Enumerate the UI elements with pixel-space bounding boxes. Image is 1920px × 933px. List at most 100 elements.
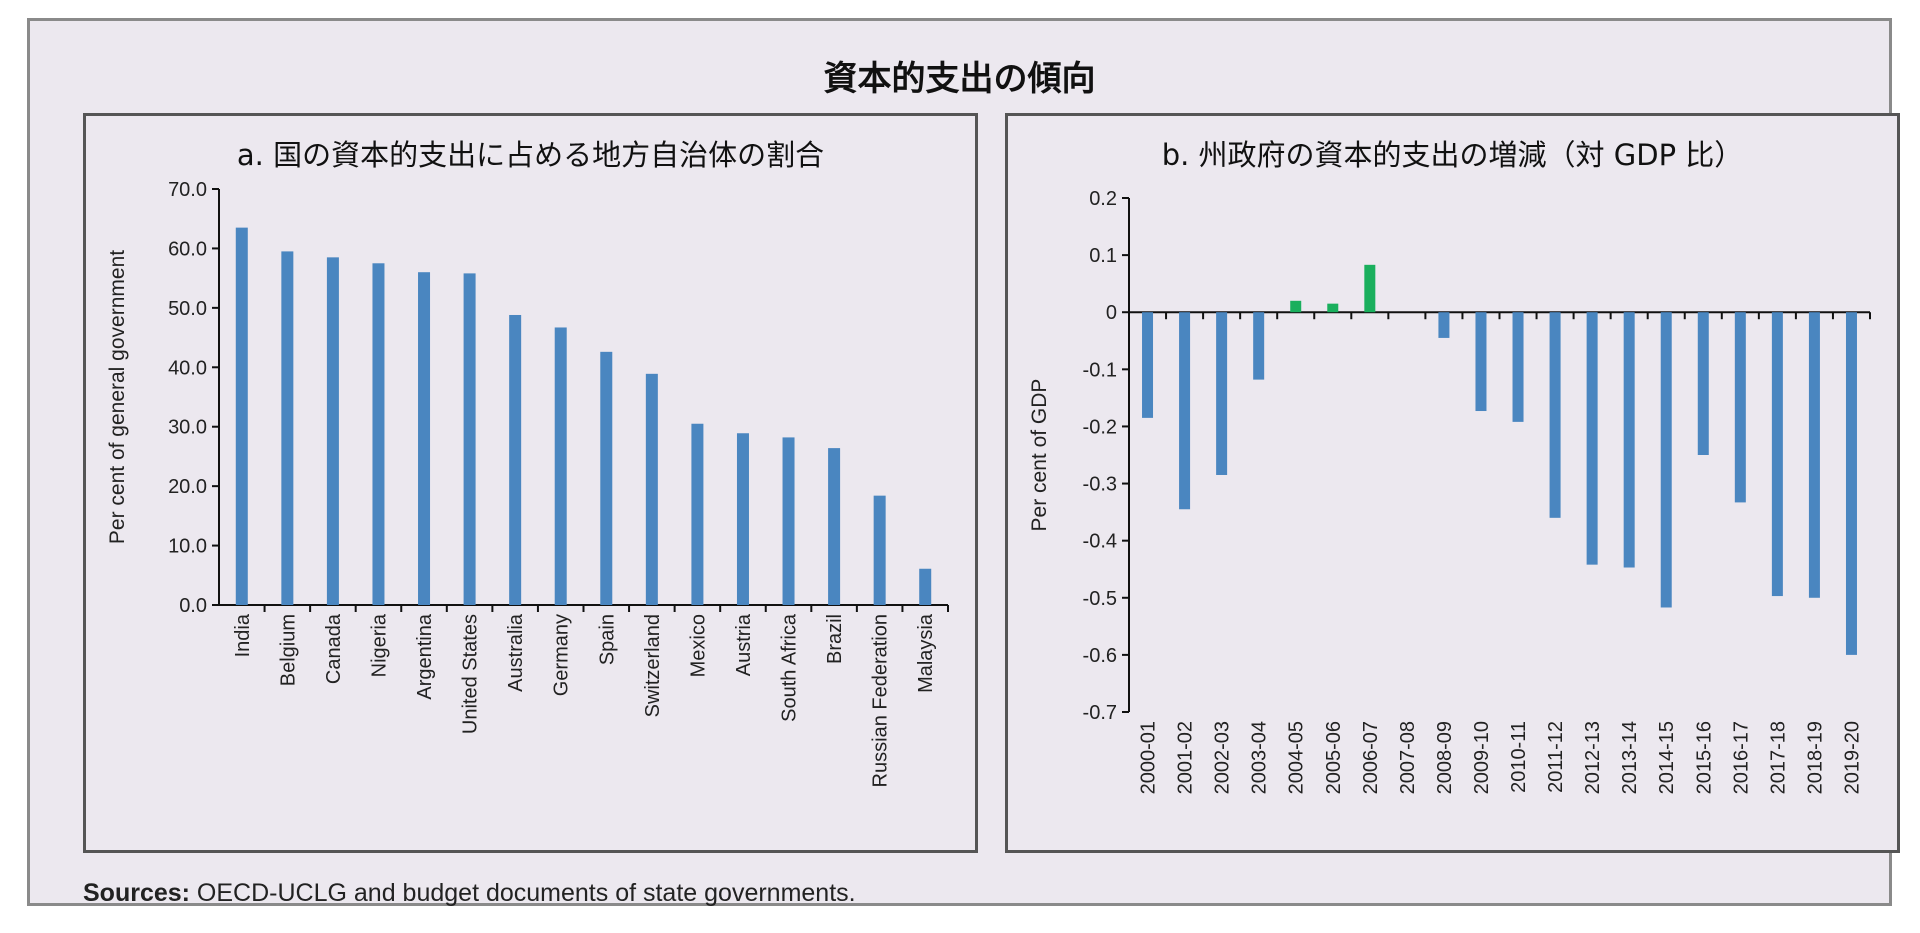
bar bbox=[1142, 312, 1154, 418]
x-tick-label: 2002-03 bbox=[1212, 721, 1234, 794]
bar bbox=[1327, 303, 1339, 313]
x-tick-label: 2016-17 bbox=[1730, 721, 1752, 794]
bar bbox=[1364, 264, 1376, 313]
x-tick-label: Australia bbox=[505, 613, 527, 692]
bar bbox=[782, 437, 795, 605]
x-tick-label: United States bbox=[460, 614, 482, 734]
x-tick-label: 2007-08 bbox=[1397, 721, 1419, 794]
x-tick-label: 2008-09 bbox=[1434, 721, 1456, 794]
panel-b: b. 州政府の資本的支出の増減（対 GDP 比） 0.2 0.1 0 -0.1 -0.2… bbox=[1005, 113, 1900, 853]
sources-note: Sources: OECD-UCLG and budget documents … bbox=[83, 879, 856, 908]
figure-frame: 資本的支出の傾向 a. 国の資本的支出に占める地方自治体の割合 0.0 10.0 2… bbox=[27, 18, 1900, 908]
bar bbox=[418, 272, 431, 605]
y-tick-label: -0.7 bbox=[1083, 702, 1117, 724]
bar bbox=[873, 495, 886, 605]
bar bbox=[736, 433, 749, 605]
x-tick-label: 2019-20 bbox=[1841, 721, 1863, 794]
bar bbox=[1697, 312, 1709, 455]
x-tick-label: 2015-16 bbox=[1693, 721, 1715, 794]
bar bbox=[1549, 312, 1561, 518]
x-tick-label: 2003-04 bbox=[1249, 721, 1271, 794]
y-tick-label: 20.0 bbox=[168, 476, 207, 498]
y-tick-label: 0.1 bbox=[1089, 245, 1117, 267]
bar bbox=[1771, 312, 1783, 597]
x-tick-label: Nigeria bbox=[368, 613, 390, 677]
figure-title: 資本的支出の傾向 bbox=[823, 59, 1096, 99]
y-tick-label: -0.6 bbox=[1083, 645, 1117, 667]
bar bbox=[235, 227, 248, 605]
x-tick-label: 2006-07 bbox=[1360, 721, 1382, 794]
panel-a: a. 国の資本的支出に占める地方自治体の割合 0.0 10.0 20.0 30.0 40… bbox=[83, 113, 978, 853]
x-tick-label: 2018-19 bbox=[1804, 721, 1826, 794]
y-tick-label: 0 bbox=[1106, 302, 1117, 324]
x-tick-label: 2009-10 bbox=[1471, 721, 1493, 794]
y-tick-label: 30.0 bbox=[168, 417, 207, 439]
x-tick-label: Brazil bbox=[824, 614, 846, 664]
bar bbox=[1475, 312, 1487, 412]
x-tick-label: 2001-02 bbox=[1175, 721, 1197, 794]
sources-text: OECD-UCLG and budget documents of state … bbox=[189, 879, 856, 907]
bar bbox=[326, 257, 339, 605]
bar bbox=[828, 448, 841, 605]
x-tick-label: Canada bbox=[323, 613, 345, 684]
panel-a-title: a. 国の資本的支出に占める地方自治体の割合 bbox=[236, 138, 825, 172]
bar bbox=[645, 373, 658, 605]
y-axis-label: Per cent of GDP bbox=[1028, 379, 1051, 532]
bar bbox=[1216, 312, 1228, 475]
y-tick-label: -0.3 bbox=[1083, 474, 1117, 496]
x-tick-label: 2012-13 bbox=[1582, 721, 1604, 794]
bar bbox=[1438, 312, 1450, 338]
x-tick-label: South Africa bbox=[779, 613, 801, 722]
bar bbox=[1623, 312, 1635, 568]
y-tick-label: -0.1 bbox=[1083, 359, 1117, 381]
bar bbox=[1586, 312, 1598, 565]
x-tick-label: 2011-12 bbox=[1545, 721, 1567, 793]
bar bbox=[554, 327, 567, 605]
bar bbox=[1808, 312, 1820, 598]
bar bbox=[691, 423, 704, 605]
bar bbox=[1734, 312, 1746, 503]
x-tick-label: Belgium bbox=[277, 614, 299, 686]
x-tick-label: Switzerland bbox=[642, 614, 664, 717]
y-tick-label: 0.2 bbox=[1089, 188, 1117, 210]
bar bbox=[372, 263, 385, 605]
bar bbox=[1512, 312, 1524, 422]
x-tick-label: 2013-14 bbox=[1619, 721, 1641, 794]
bar bbox=[1845, 312, 1857, 655]
x-tick-label: Spain bbox=[596, 614, 618, 665]
bar bbox=[509, 314, 522, 605]
chart-b: 0.2 0.1 0 -0.1 -0.2 -0.3 -0.4 -0.5 -0.6 -0.7 Per c… bbox=[1028, 188, 1871, 794]
y-axis-label: Per cent of general government bbox=[106, 250, 129, 544]
x-tick-label: 2000-01 bbox=[1138, 721, 1160, 794]
y-tick-label: -0.4 bbox=[1083, 531, 1117, 553]
bar bbox=[463, 273, 476, 605]
x-tick-label: Argentina bbox=[414, 613, 436, 699]
chart-a: 0.0 10.0 20.0 30.0 40.0 50.0 60.0 70.0 Per cent … bbox=[106, 179, 949, 787]
bar bbox=[919, 568, 932, 605]
y-tick-label: 0.0 bbox=[179, 595, 207, 617]
x-tick-label: Germany bbox=[551, 614, 573, 696]
x-tick-label: India bbox=[232, 613, 254, 657]
x-tick-label: 2004-05 bbox=[1286, 721, 1308, 794]
y-tick-label: 50.0 bbox=[168, 298, 207, 320]
y-tick-label: 70.0 bbox=[168, 179, 207, 201]
x-tick-label: 2010-11 bbox=[1508, 721, 1530, 793]
y-tick-label: 60.0 bbox=[168, 238, 207, 260]
bar bbox=[1179, 312, 1191, 510]
x-tick-label: 2017-18 bbox=[1767, 721, 1789, 794]
y-tick-label: -0.2 bbox=[1083, 416, 1117, 438]
x-tick-label: 2005-06 bbox=[1323, 721, 1345, 794]
bar bbox=[1290, 300, 1302, 313]
bar bbox=[1660, 312, 1672, 608]
x-tick-label: Russian Federation bbox=[870, 614, 892, 787]
panel-b-title: b. 州政府の資本的支出の増減（対 GDP 比） bbox=[1161, 138, 1744, 172]
x-tick-label: Mexico bbox=[687, 614, 709, 677]
x-tick-label: Malaysia bbox=[915, 613, 937, 693]
x-tick-label: Austria bbox=[733, 613, 755, 676]
y-tick-label: 10.0 bbox=[168, 536, 207, 558]
x-tick-label: 2014-15 bbox=[1656, 721, 1678, 794]
bar bbox=[1253, 312, 1265, 380]
y-tick-label: -0.5 bbox=[1083, 588, 1117, 610]
bar bbox=[600, 351, 613, 605]
y-tick-label: 40.0 bbox=[168, 357, 207, 379]
